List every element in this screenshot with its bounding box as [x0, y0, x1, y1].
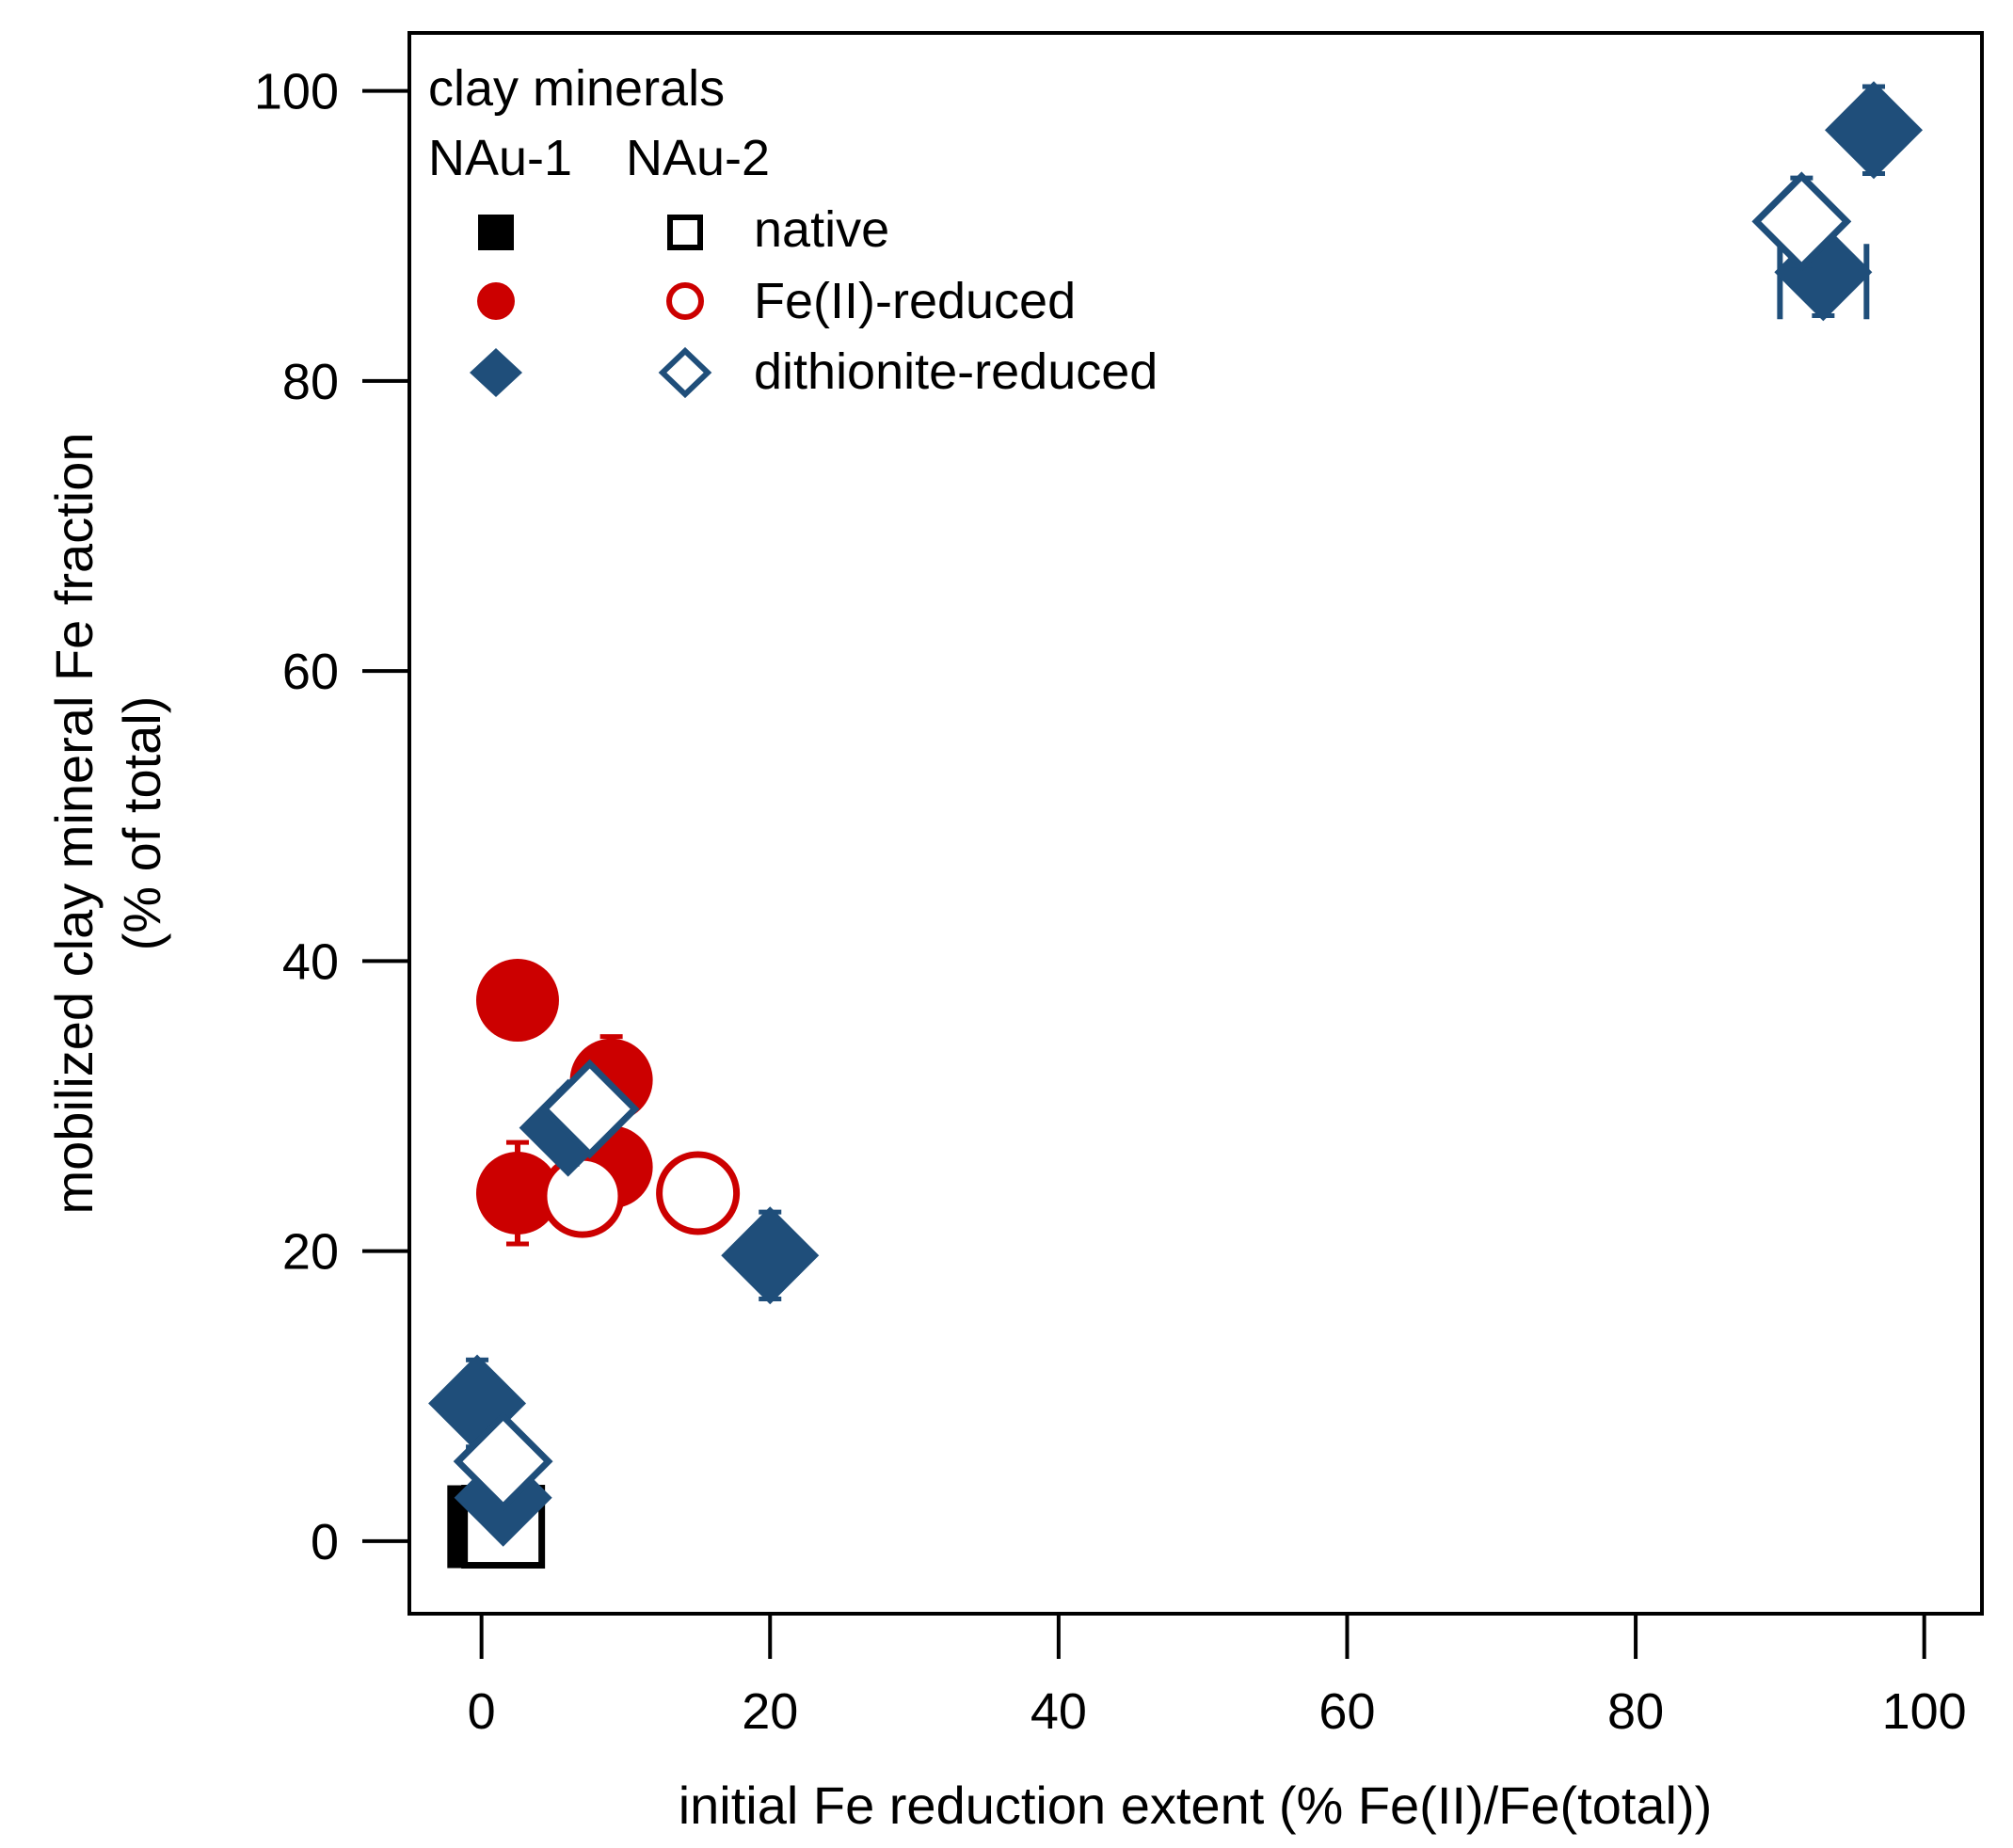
- legend-column-nau2: NAu-2: [626, 130, 770, 186]
- legend-fe2-filled-circle-icon: [477, 282, 515, 320]
- filled-circle-marker: [475, 959, 559, 1043]
- x-axis-title: initial Fe reduction extent (% Fe(II)/Fe…: [679, 1776, 1713, 1835]
- x-tick-label: 0: [468, 1683, 496, 1740]
- legend-column-nau1: NAu-1: [428, 130, 572, 186]
- open-diamond-marker: [453, 1411, 553, 1512]
- legend: clay minerals NAu-1 NAu-2 native Fe(II)-…: [428, 60, 1158, 400]
- legend-title: clay minerals: [428, 60, 725, 117]
- legend-fe2-open-circle-icon: [666, 282, 704, 320]
- filled-circle-marker: [475, 1152, 559, 1235]
- legend-dith-filled-diamond-icon: [470, 348, 522, 397]
- x-tick-label: 60: [1318, 1683, 1375, 1740]
- x-axis: 0 20 40 60 80 100: [468, 1614, 1967, 1740]
- y-tick-label: 100: [254, 64, 339, 120]
- open-diamond-marker: [1751, 171, 1852, 272]
- data-point: [656, 1151, 741, 1235]
- plot-frame: [407, 31, 1984, 1616]
- data-point: [1751, 171, 1852, 272]
- y-axis: 0 20 40 60 80 100: [254, 64, 409, 1570]
- y-tick-label: 80: [282, 354, 339, 410]
- y-tick-label: 0: [311, 1514, 339, 1570]
- y-tick-label: 40: [282, 933, 339, 990]
- y-axis-title-line2: (% of total): [112, 696, 171, 951]
- x-tick-label: 100: [1882, 1683, 1967, 1740]
- y-tick-label: 20: [282, 1224, 339, 1281]
- legend-native-filled-square-icon: [478, 215, 514, 250]
- data-point: [540, 1154, 625, 1238]
- data-point: [539, 1059, 640, 1159]
- x-tick-label: 20: [742, 1683, 798, 1740]
- open-circle-marker: [540, 1154, 625, 1238]
- y-tick-label: 60: [282, 644, 339, 700]
- legend-fe2-label: Fe(II)-reduced: [754, 273, 1076, 329]
- open-circle-marker: [656, 1151, 741, 1235]
- y-axis-title-line1: mobilized clay mineral Fe fraction: [44, 433, 104, 1215]
- legend-dith-open-diamond-icon: [658, 346, 712, 399]
- data-point: [453, 1411, 553, 1512]
- x-tick-label: 40: [1030, 1683, 1087, 1740]
- legend-native-open-square-icon: [667, 215, 703, 250]
- data-points: [428, 81, 1924, 1569]
- filled-diamond-marker: [721, 1206, 820, 1305]
- data-point: [721, 1206, 820, 1305]
- filled-diamond-marker: [1825, 81, 1924, 180]
- legend-dith-label: dithionite-reduced: [754, 343, 1158, 400]
- data-point: [1825, 81, 1924, 180]
- data-point: [475, 1139, 559, 1247]
- legend-native-label: native: [754, 201, 889, 258]
- open-diamond-marker: [539, 1059, 640, 1159]
- x-tick-label: 80: [1607, 1683, 1664, 1740]
- data-point: [475, 959, 559, 1043]
